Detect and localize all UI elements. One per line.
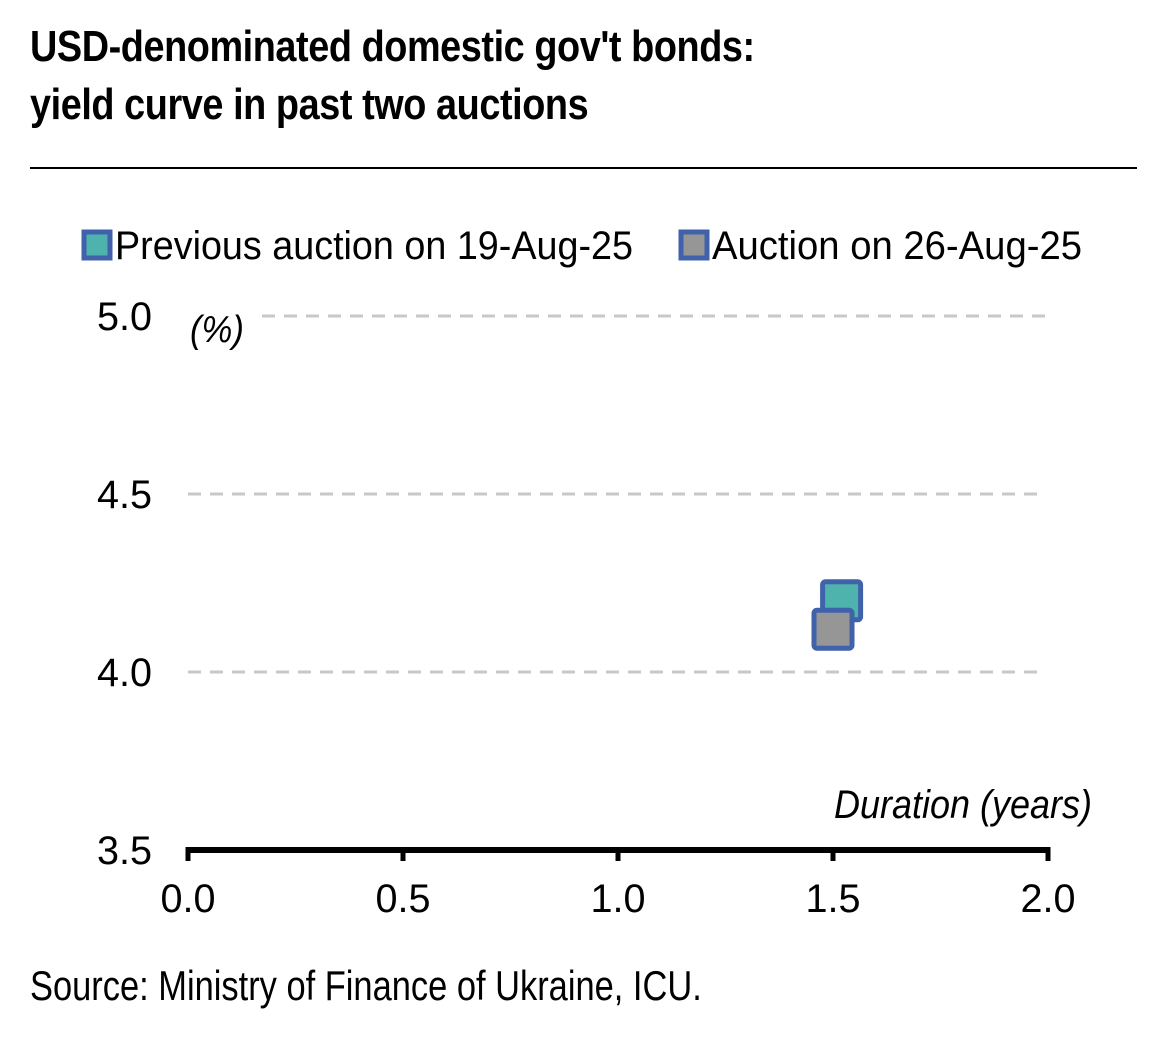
data-points [811, 579, 864, 651]
source-note: Source: Ministry of Finance of Ukraine, … [30, 962, 702, 1009]
y-tick-labels: 3.5 4.0 4.5 5.0 [97, 295, 152, 873]
x-tick-label: 2.0 [1021, 877, 1076, 921]
y-tick-label: 5.0 [97, 295, 152, 339]
y-tick-label: 4.5 [97, 473, 152, 517]
title-line-2: yield curve in past two auctions [30, 80, 589, 129]
x-tick-label: 0.0 [161, 877, 216, 921]
x-axis [185, 847, 1051, 861]
legend-label-1: Previous auction on 19-Aug-25 [115, 224, 633, 268]
y-tick-label: 3.5 [97, 829, 152, 873]
chart-title: USD-denominated domestic gov't bonds: yi… [30, 18, 755, 134]
data-point-series-2 [811, 607, 855, 651]
x-tick-labels: 0.0 0.5 1.0 1.5 2.0 [161, 877, 1076, 921]
x-axis-label: Duration (years) [834, 783, 1092, 827]
y-tick-label: 4.0 [97, 651, 152, 695]
title-line-1: USD-denominated domestic gov't bonds: [30, 22, 755, 71]
x-tick-label: 1.5 [806, 877, 861, 921]
x-tick-label: 0.5 [376, 877, 431, 921]
x-tick-label: 1.0 [591, 877, 646, 921]
gridlines [188, 314, 1045, 674]
y-axis-label: (%) [190, 309, 244, 351]
legend-label-2: Auction on 26-Aug-25 [712, 224, 1082, 268]
legend-swatch-1 [81, 229, 113, 261]
legend: Previous auction on 19-Aug-25 Auction on … [81, 224, 1082, 268]
title-divider [30, 167, 1137, 169]
legend-swatch-2 [678, 229, 710, 261]
